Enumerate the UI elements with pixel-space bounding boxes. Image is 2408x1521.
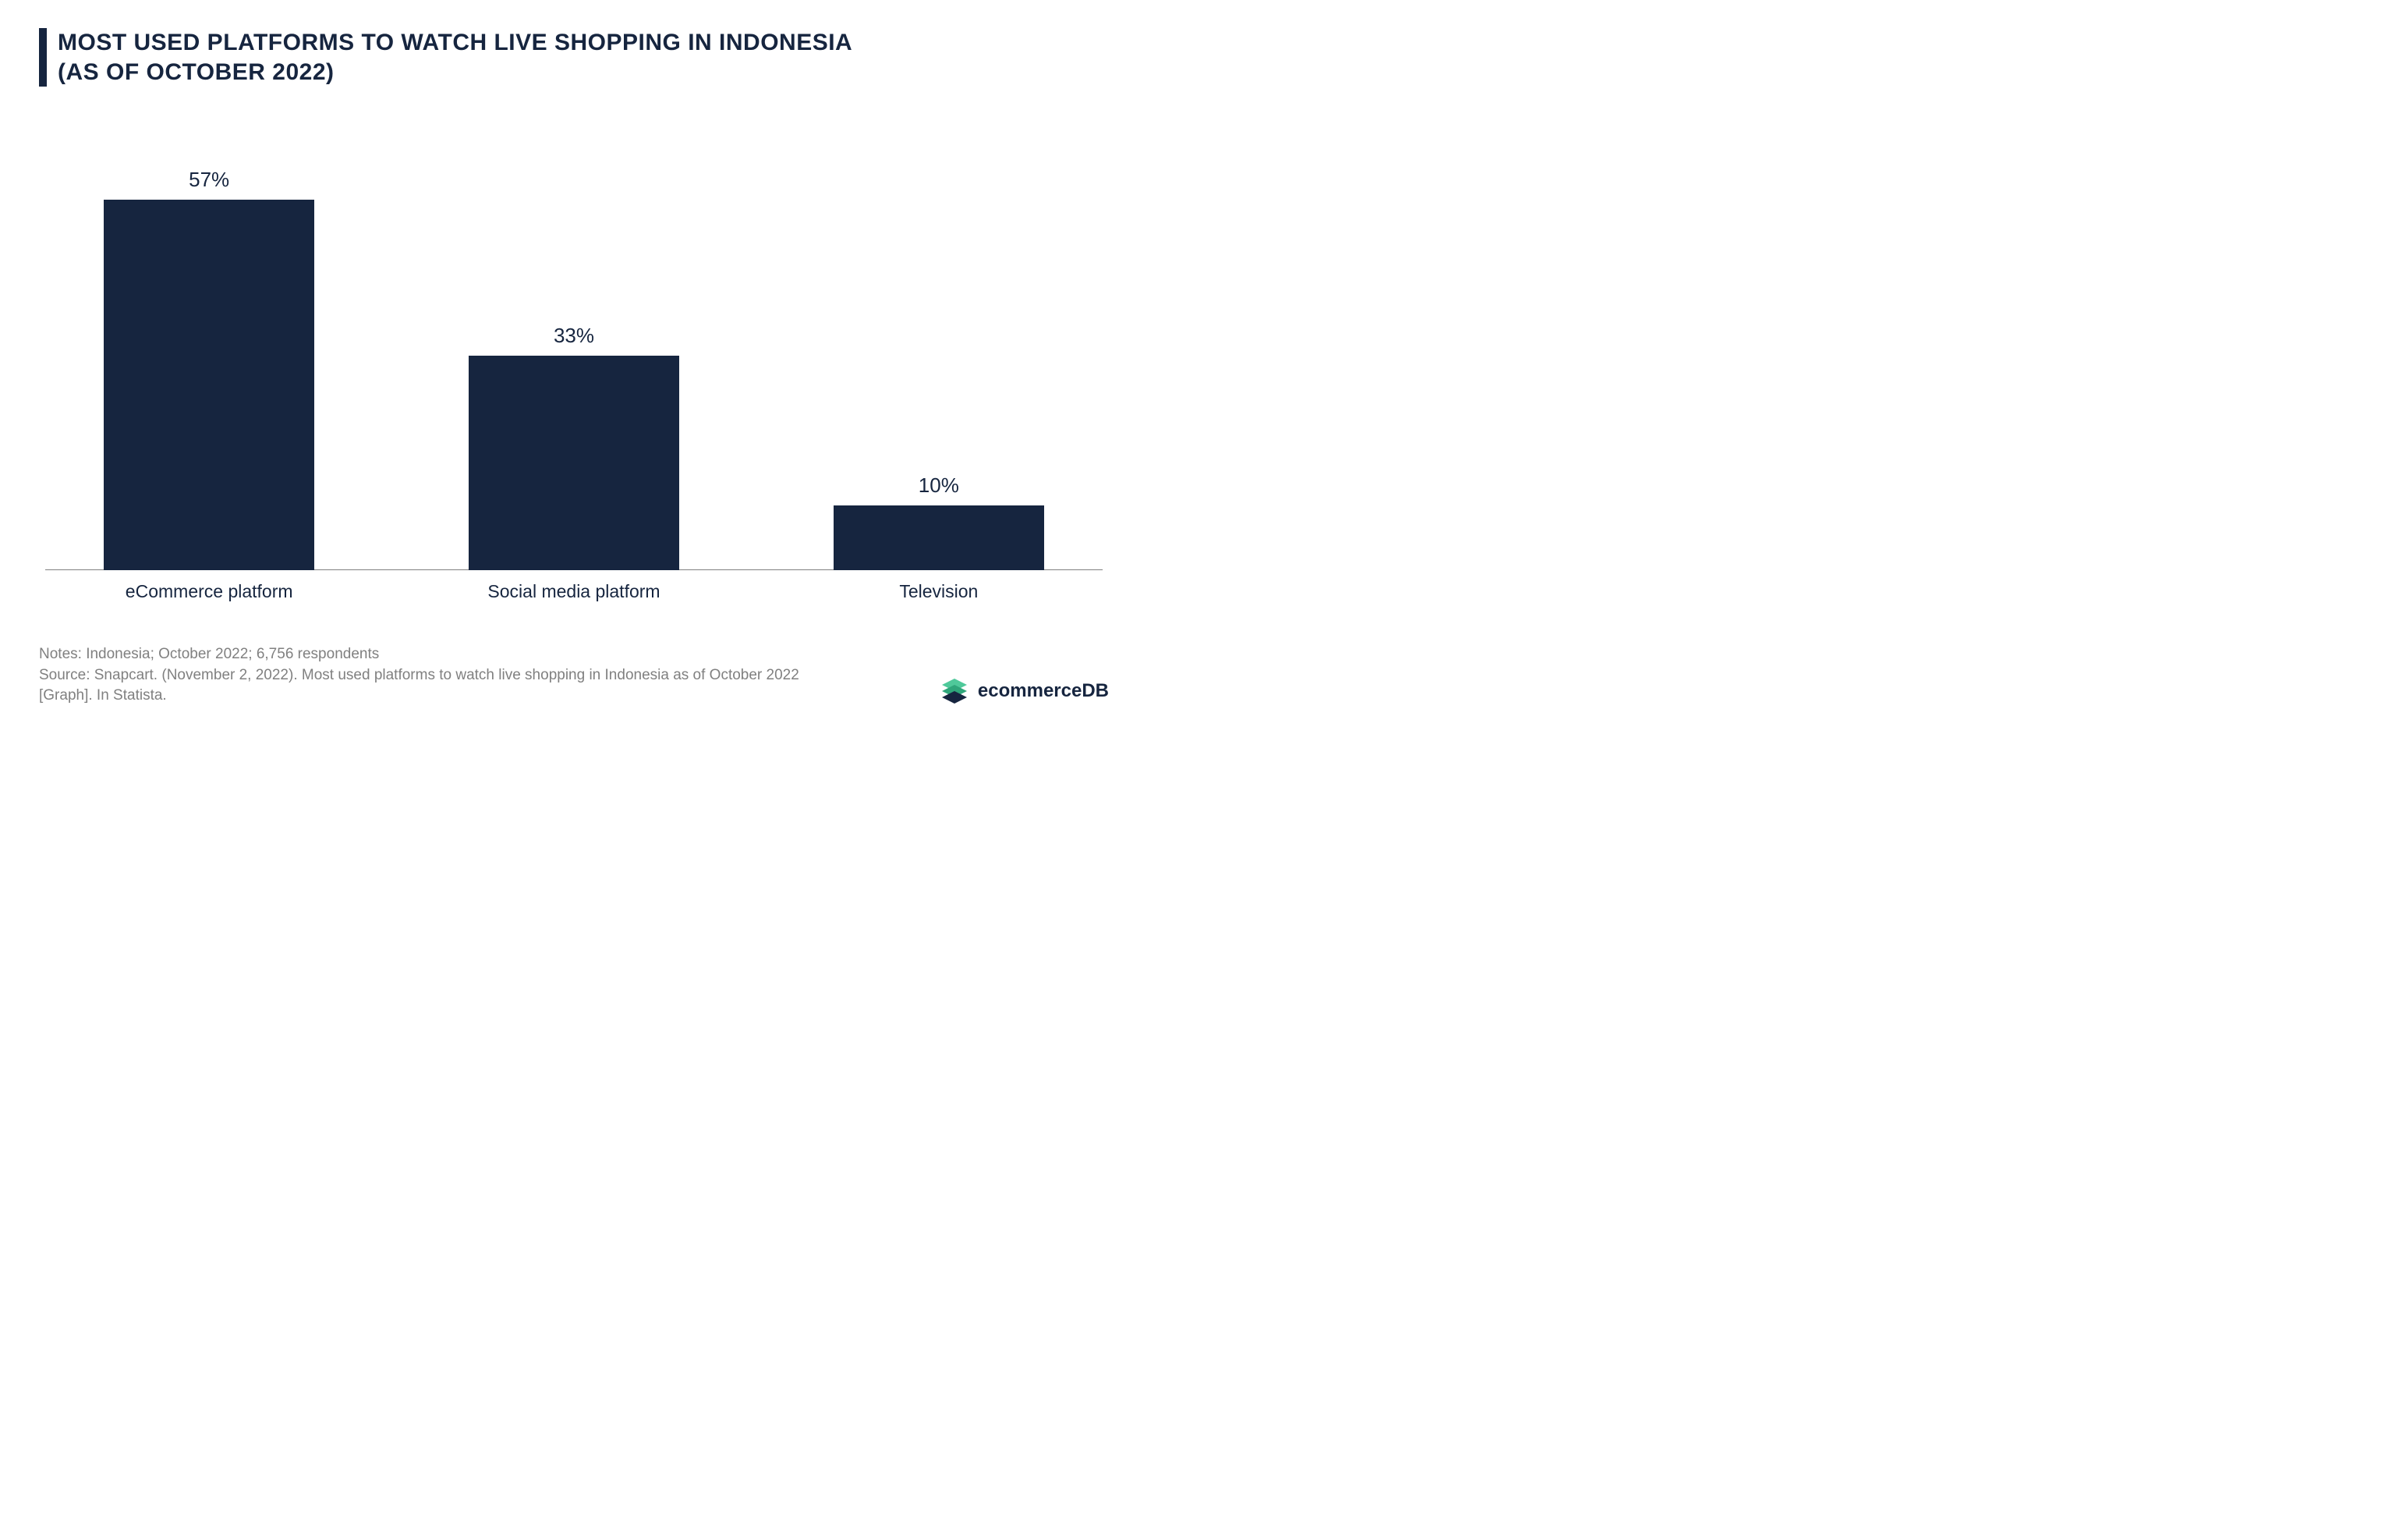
- title-accent-bar: [39, 28, 47, 87]
- bar-chart-plot: 57% 33% 10%: [45, 133, 1103, 570]
- bar-value-label: 10%: [919, 473, 959, 498]
- bar: [834, 505, 1044, 570]
- title-line-2: (AS OF OCTOBER 2022): [58, 59, 335, 85]
- bar-group: 10%: [834, 473, 1044, 570]
- brand-name: ecommerceDB: [978, 680, 1109, 702]
- bar-group: 57%: [104, 168, 314, 570]
- footer-source: Source: Snapcart. (November 2, 2022). Mo…: [39, 667, 799, 704]
- x-axis-category-label: eCommerce platform: [126, 581, 293, 602]
- footer-text: Notes: Indonesia; October 2022; 6,756 re…: [39, 644, 834, 707]
- chart-footer: Notes: Indonesia; October 2022; 6,756 re…: [39, 644, 1109, 707]
- chart-title: MOST USED PLATFORMS TO WATCH LIVE SHOPPI…: [58, 28, 852, 87]
- x-axis-category-label: Television: [899, 581, 978, 602]
- brand-logo: ecommerceDB: [939, 675, 1109, 707]
- bar-group: 33%: [469, 324, 679, 570]
- ecommercedb-icon: [939, 675, 970, 707]
- footer-notes: Notes: Indonesia; October 2022; 6,756 re…: [39, 646, 379, 662]
- title-line-1: MOST USED PLATFORMS TO WATCH LIVE SHOPPI…: [58, 30, 852, 55]
- bar: [104, 200, 314, 570]
- bar: [469, 356, 679, 570]
- chart-title-block: MOST USED PLATFORMS TO WATCH LIVE SHOPPI…: [39, 28, 1109, 87]
- x-axis-labels: eCommerce platform Social media platform T…: [45, 570, 1103, 608]
- bar-value-label: 33%: [554, 324, 594, 348]
- x-axis-category-label: Social media platform: [487, 581, 660, 602]
- bar-value-label: 57%: [189, 168, 229, 192]
